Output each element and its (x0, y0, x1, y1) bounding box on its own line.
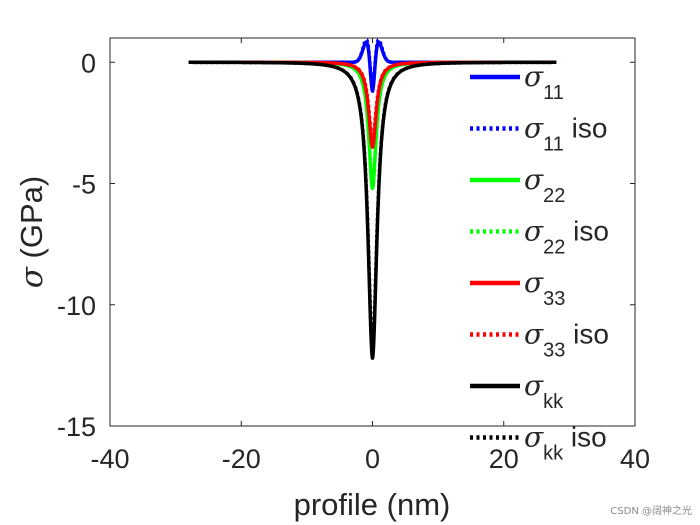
y-axis-label-unit: (GPa) (14, 176, 49, 267)
legend-subscript: 11 (543, 82, 564, 104)
legend-label: σkk iso (524, 421, 607, 465)
plot-area-background (110, 38, 635, 426)
legend-subscript: 33 (543, 288, 565, 310)
x-tick-label: -20 (222, 444, 261, 474)
legend-suffix: iso (565, 319, 609, 350)
legend-symbol: σ (524, 112, 544, 145)
legend-symbol: σ (524, 215, 544, 248)
y-axis-label-symbol: σ (14, 266, 50, 288)
x-tick-label: 20 (489, 444, 519, 474)
series-layer (187, 37, 558, 360)
series-line-σkk (187, 60, 558, 360)
watermark: CSDN @阔神之光 (610, 504, 692, 517)
legend-suffix: iso (564, 113, 608, 144)
legend-label: σ11 iso (524, 112, 607, 156)
x-axis-label: profile (nm) (294, 487, 451, 522)
legend-label: σ22 iso (524, 215, 609, 259)
legend-label: σ33 iso (524, 318, 609, 362)
y-tick-label: -15 (57, 412, 96, 442)
legend-symbol: σ (524, 369, 544, 402)
y-axis-label: σ (GPa) (14, 176, 50, 288)
legend-label: σ11 (524, 60, 564, 104)
series-line-σ11-iso (187, 37, 558, 92)
legend-symbol: σ (524, 60, 544, 93)
y-tick-label: -10 (57, 291, 96, 321)
y-tick-label: 0 (81, 48, 96, 78)
legend-subscript: 11 (543, 134, 564, 156)
legend-symbol: σ (524, 266, 544, 299)
legend-subscript: 33 (543, 340, 565, 362)
ticks-layer: -40 -20 0 20 40 0 -5 -10 -15 (57, 38, 650, 474)
legend-label: σ33 (524, 266, 565, 310)
legend-suffix: iso (565, 216, 609, 247)
legend-label: σkk (524, 369, 564, 413)
legend-symbol: σ (524, 318, 544, 351)
legend-subscript: 22 (543, 237, 565, 259)
legend-subscript: kk (543, 391, 564, 413)
legend-symbol: σ (524, 163, 544, 196)
x-tick-label: 0 (365, 444, 380, 474)
y-tick-label: -5 (72, 170, 96, 200)
legend-label: σ22 (524, 163, 565, 207)
legend-symbol: σ (524, 421, 544, 454)
x-tick-label: 40 (620, 444, 650, 474)
legend-subscript: kk (543, 443, 564, 465)
x-tick-label: -40 (90, 444, 129, 474)
legend-suffix: iso (563, 422, 607, 453)
legend-subscript: 22 (543, 185, 565, 207)
